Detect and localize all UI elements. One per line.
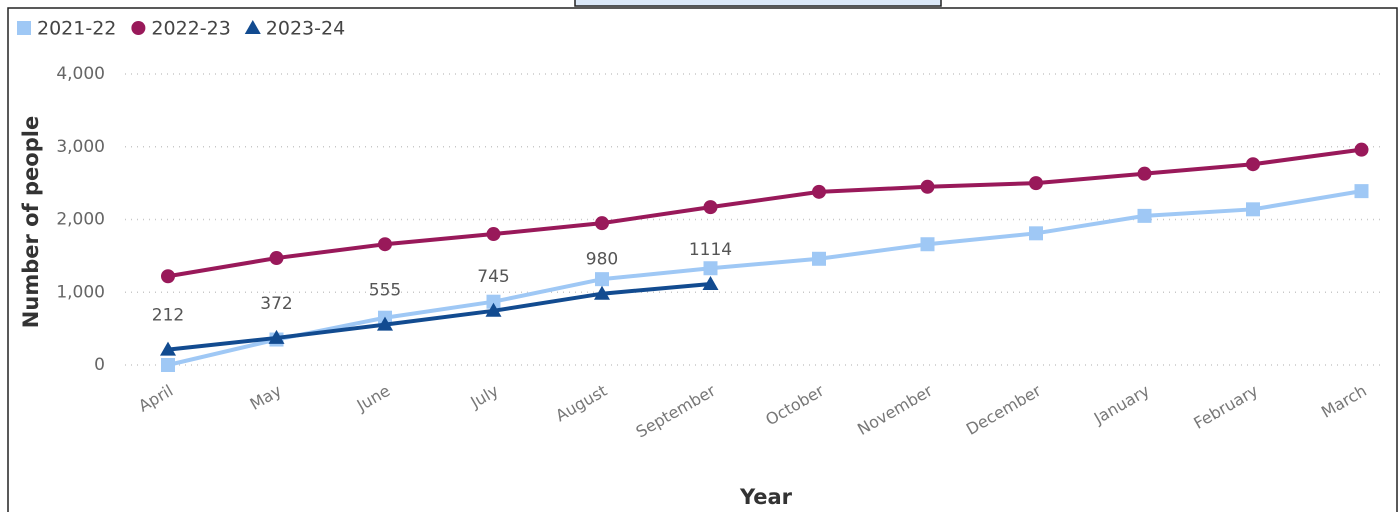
y-tick-label: 3,000	[56, 137, 105, 157]
data-label: 372	[260, 294, 292, 314]
marker	[486, 227, 501, 242]
marker	[378, 237, 392, 252]
marker	[161, 358, 175, 372]
data-label: 212	[152, 306, 184, 326]
marker	[1354, 142, 1369, 157]
marker	[131, 21, 146, 35]
y-tick-label: 1,000	[56, 282, 105, 302]
y-tick-label: 4,000	[56, 64, 105, 84]
x-tick-label: February	[1190, 381, 1261, 433]
legend-label: 2022-23	[151, 18, 230, 40]
marker	[702, 275, 719, 290]
marker	[703, 200, 718, 215]
marker	[486, 294, 501, 309]
x-tick-label: November	[854, 381, 936, 439]
marker	[244, 20, 261, 34]
x-tick-label: May	[247, 381, 285, 414]
marker	[268, 329, 285, 344]
marker	[377, 316, 393, 331]
data-label: 1114	[689, 240, 732, 260]
series-line	[167, 147, 1362, 279]
y-tick-label: 0	[94, 355, 105, 375]
marker	[1029, 226, 1043, 241]
data-label: 745	[477, 267, 509, 287]
marker	[703, 261, 718, 276]
series-line	[167, 189, 1362, 367]
marker	[1029, 176, 1043, 191]
legend-label: 2023-24	[266, 18, 345, 40]
header-box	[574, 0, 942, 7]
x-tick-label: April	[135, 381, 176, 416]
data-label: 555	[369, 281, 401, 301]
marker	[1137, 166, 1152, 181]
x-tick-label: January	[1090, 381, 1153, 428]
marker	[1246, 157, 1260, 172]
x-tick-label: June	[353, 381, 394, 415]
marker	[595, 216, 609, 231]
marker	[594, 285, 610, 300]
x-tick-label: December	[963, 381, 1045, 439]
marker	[485, 302, 502, 317]
marker	[1137, 208, 1152, 223]
marker	[812, 251, 826, 266]
marker	[920, 179, 935, 194]
y-axis-title: Number of people	[19, 116, 43, 328]
marker	[1354, 184, 1369, 199]
marker	[161, 269, 175, 284]
series-line	[167, 281, 711, 352]
x-tick-label: October	[762, 381, 827, 430]
marker	[812, 184, 826, 199]
marker	[595, 272, 609, 287]
x-tick-label: March	[1318, 381, 1370, 422]
marker	[160, 341, 176, 356]
x-axis-title: Year	[739, 485, 793, 509]
marker	[17, 21, 31, 35]
marker	[1246, 202, 1260, 217]
y-tick-label: 2,000	[56, 210, 105, 230]
x-tick-label: August	[552, 381, 610, 425]
x-tick-label: September	[633, 381, 719, 442]
legend-label: 2021-22	[37, 18, 116, 40]
visual-border	[7, 7, 1398, 512]
marker	[920, 237, 935, 252]
marker	[269, 251, 284, 266]
data-label: 980	[586, 250, 618, 270]
x-tick-label: July	[466, 381, 501, 412]
